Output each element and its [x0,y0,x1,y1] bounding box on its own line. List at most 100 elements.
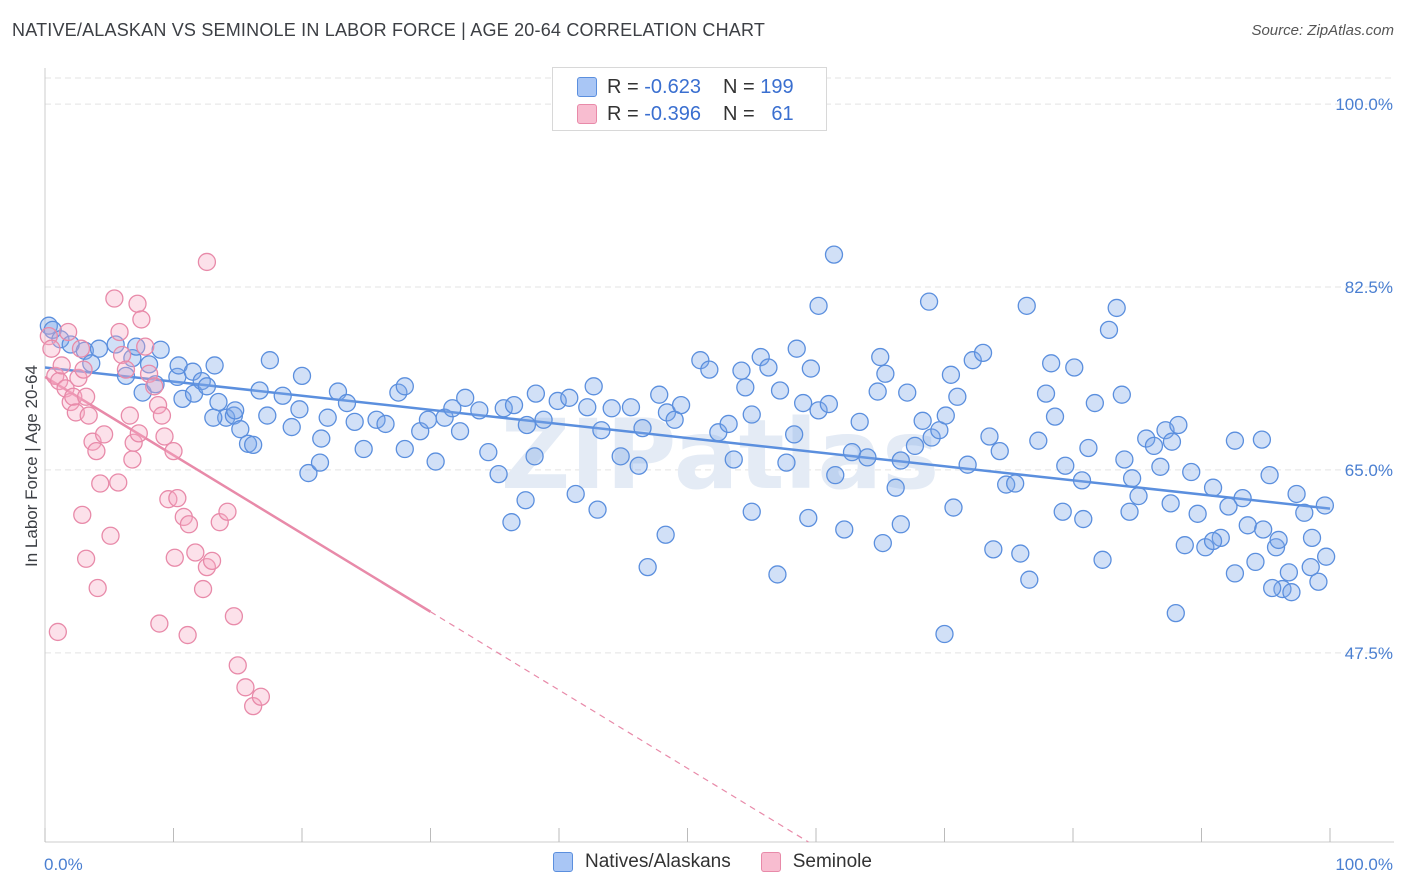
point-seminole [94,425,114,444]
point-natives-alaskans [1238,516,1257,535]
point-seminole [197,252,217,272]
point-natives-alaskans [548,391,567,411]
point-natives-alaskans [226,401,245,420]
data-points [39,245,1336,716]
point-seminole [155,427,174,446]
point-natives-alaskans [1295,503,1314,522]
point-natives-alaskans [337,393,357,413]
point-natives-alaskans [250,381,269,400]
point-seminole [91,474,110,493]
point-natives-alaskans [935,624,954,644]
point-natives-alaskans [1151,457,1170,476]
point-seminole [123,450,142,469]
point-natives-alaskans [919,292,939,311]
point-natives-alaskans [963,351,982,370]
point-natives-alaskans [1302,528,1322,548]
point-natives-alaskans [290,400,309,419]
point-natives-alaskans [801,359,821,378]
point-natives-alaskans [724,450,743,469]
point-natives-alaskans [282,417,301,437]
point-natives-alaskans [584,377,603,396]
point-seminole [110,322,129,342]
point-natives-alaskans [1045,407,1065,426]
point-natives-alaskans [1074,509,1093,529]
point-natives-alaskans [1169,415,1188,435]
point-natives-alaskans [292,366,312,386]
point-natives-alaskans [719,414,738,434]
point-natives-alaskans [1056,456,1075,475]
point-natives-alaskans [1006,474,1025,493]
point-natives-alaskans [1219,497,1238,516]
point-seminole [168,488,187,508]
point-natives-alaskans [826,466,845,485]
watermark: ZIPatlas [501,399,940,511]
y-tick-label: 47.5% [1345,644,1393,663]
point-natives-alaskans [1017,296,1036,315]
point-natives-alaskans [785,425,804,444]
point-natives-alaskans [1166,603,1185,623]
point-natives-alaskans [1287,484,1306,504]
point-natives-alaskans [1246,552,1265,572]
point-natives-alaskans [504,395,524,415]
point-seminole [76,549,96,568]
point-natives-alaskans [123,348,142,368]
point-natives-alaskans [1225,431,1245,450]
point-natives-alaskans [517,415,537,435]
point-natives-alaskans [1263,578,1282,598]
point-seminole [49,371,69,391]
point-natives-alaskans [151,340,170,359]
point-natives-alaskans [1203,478,1223,497]
point-seminole [218,502,237,521]
point-natives-alaskans [470,401,489,420]
trend-line-Seminole [44,375,432,613]
point-natives-alaskans [611,447,630,466]
point-natives-alaskans [133,383,152,402]
point-natives-alaskans [1182,462,1201,482]
point-natives-alaskans [656,525,675,544]
point-natives-alaskans [502,513,521,532]
point-natives-alaskans [1233,488,1252,508]
point-natives-alaskans [1120,502,1139,521]
y-tick-label: 82.5% [1345,278,1393,297]
point-natives-alaskans [898,383,917,402]
x-tick-label: 100.0% [1335,855,1393,874]
point-natives-alaskans [819,394,838,414]
point-natives-alaskans [231,420,250,439]
point-natives-alaskans [1175,536,1194,555]
point-natives-alaskans [742,405,761,424]
point-natives-alaskans [260,351,280,370]
legend-label-natives: Natives/Alaskans [585,851,731,872]
point-natives-alaskans [197,377,217,396]
point-seminole [150,614,169,633]
point-natives-alaskans [526,384,546,403]
legend-r-value: -0.623 [644,75,701,98]
point-natives-alaskans [1254,520,1273,539]
point-seminole [152,406,172,425]
point-natives-alaskans [1122,469,1142,488]
point-natives-alaskans [209,392,228,412]
point-natives-alaskans [204,408,223,427]
y-tick-label: 100.0% [1335,95,1393,114]
point-natives-alaskans [1065,358,1084,377]
point-natives-alaskans [1316,547,1336,566]
point-seminole [71,339,91,358]
legend-r-label: R = [607,102,639,125]
point-seminole [129,424,148,443]
point-natives-alaskans [1282,583,1301,602]
point-natives-alaskans [768,565,787,584]
point-natives-alaskans [657,403,677,422]
point-natives-alaskans [1020,570,1039,589]
point-natives-alaskans [1225,564,1245,583]
point-seminole [165,548,184,567]
point-natives-alaskans [173,389,192,409]
point-natives-alaskans [1085,393,1104,413]
legend-n-label: N = [722,75,755,98]
legend-label-seminole: Seminole [792,851,872,872]
point-natives-alaskans [633,418,652,438]
point-seminole [179,515,199,534]
legend-swatch-natives [577,77,597,97]
legend-swatch-seminole [760,852,781,872]
point-natives-alaskans [1266,538,1286,557]
point-natives-alaskans [534,410,553,429]
